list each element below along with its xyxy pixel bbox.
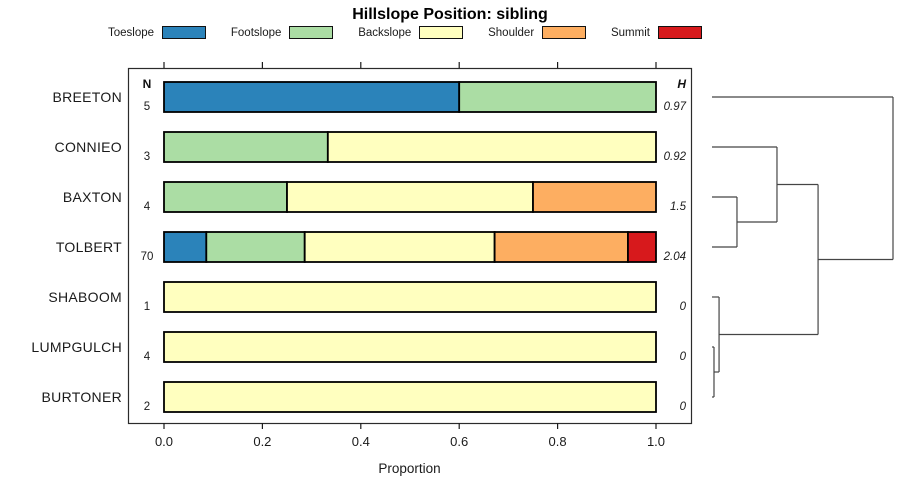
- n-value: 1: [143, 301, 151, 313]
- h-value: 1.5: [670, 201, 686, 213]
- legend-label: Footslope: [230, 26, 282, 39]
- n-value: 4: [143, 201, 151, 213]
- axis-tick-label: 1.0: [646, 434, 666, 449]
- n-column-header: N: [142, 77, 152, 91]
- h-value: 0: [679, 301, 686, 313]
- n-value: 3: [143, 151, 151, 163]
- axis-tick-label: 0.0: [154, 434, 174, 449]
- bar-segment-toeslope-tolbert: [163, 231, 208, 263]
- h-value: 2.04: [663, 251, 686, 263]
- legend-swatch: [162, 26, 207, 39]
- legend-item-backslope: Backslope: [358, 26, 464, 39]
- legend-item-summit: Summit: [611, 26, 702, 39]
- x-axis-label: Proportion: [378, 461, 441, 476]
- axis-tick-label: 0.8: [548, 434, 567, 449]
- n-value: 4: [143, 351, 151, 363]
- bar-segment-backslope-baxton: [286, 181, 534, 213]
- bar-segment-footslope-tolbert: [205, 231, 306, 263]
- bar-segment-footslope-breeton: [458, 81, 657, 113]
- legend: Toeslope Footslope Backslope Shoulder Summit: [108, 26, 702, 39]
- legend-swatch: [419, 26, 464, 39]
- axis-tick-label: 0.6: [450, 434, 469, 449]
- legend-swatch: [289, 26, 334, 39]
- row-label-lumpgulch: LUMPGULCH: [31, 339, 122, 355]
- legend-item-footslope: Footslope: [231, 26, 334, 39]
- bar-segment-shoulder-baxton: [532, 181, 657, 213]
- bar-segment-backslope-connieo: [326, 131, 657, 163]
- row-label-baxton: BAXTON: [62, 189, 122, 205]
- bar-segment-backslope-shaboom: [163, 281, 657, 313]
- h-value: 0.92: [663, 151, 686, 163]
- row-label-shaboom: SHABOOM: [48, 289, 122, 305]
- n-value: 70: [140, 251, 154, 263]
- h-value: 0: [679, 351, 686, 363]
- h-column-header: H: [677, 77, 686, 91]
- legend-label: Backslope: [358, 26, 412, 39]
- row-label-breeton: BREETON: [52, 89, 122, 105]
- h-value: 0.97: [663, 101, 686, 113]
- row-label-burtoner: BURTONER: [41, 389, 122, 405]
- n-value: 2: [143, 401, 151, 413]
- legend-item-shoulder: Shoulder: [488, 26, 587, 39]
- legend-label: Toeslope: [108, 26, 155, 39]
- legend-label: Shoulder: [488, 26, 535, 39]
- axis-tick-label: 0.2: [253, 434, 272, 449]
- bar-segment-backslope-burtoner: [163, 381, 657, 413]
- plot-box: [127, 67, 693, 425]
- row-label-connieo: CONNIEO: [54, 139, 122, 155]
- n-value: 5: [143, 101, 151, 113]
- legend-label: Summit: [610, 26, 650, 39]
- chart-title: Hillslope Position: sibling: [352, 6, 548, 23]
- legend-swatch: [542, 26, 587, 39]
- bar-segment-backslope-tolbert: [303, 231, 496, 263]
- bar-segment-summit-tolbert: [627, 231, 657, 263]
- h-value: 0: [679, 401, 686, 413]
- bar-segment-footslope-connieo: [163, 131, 329, 163]
- axis-tick-label: 0.4: [351, 434, 370, 449]
- legend-swatch: [657, 26, 702, 39]
- legend-item-toeslope: Toeslope: [108, 26, 207, 39]
- bar-segment-backslope-lumpgulch: [163, 331, 657, 363]
- bar-segment-toeslope-breeton: [163, 81, 461, 113]
- bar-segment-footslope-baxton: [163, 181, 288, 213]
- row-label-tolbert: TOLBERT: [55, 239, 122, 255]
- bar-segment-shoulder-tolbert: [493, 231, 629, 263]
